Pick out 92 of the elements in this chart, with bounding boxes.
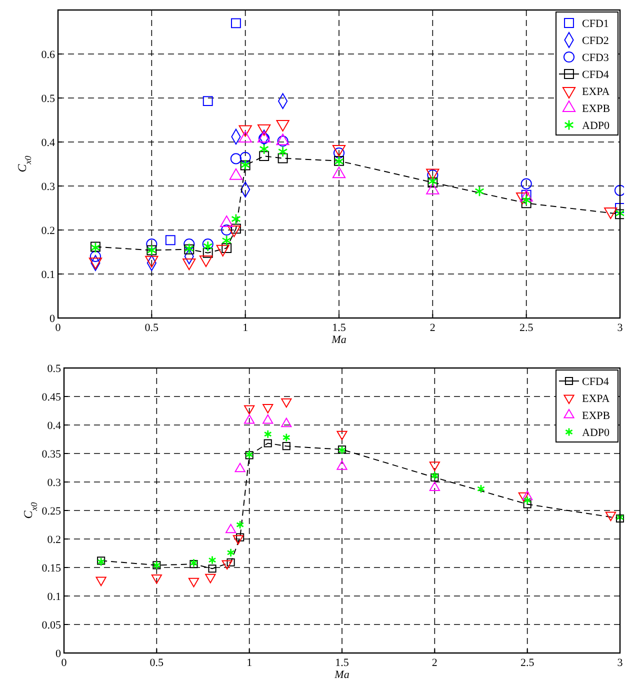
- point: [222, 560, 232, 570]
- point: [226, 548, 235, 558]
- x-tick-label: 2: [432, 657, 438, 669]
- point: [523, 496, 532, 505]
- x-axis-title: Ma: [330, 334, 347, 346]
- point: [282, 433, 290, 442]
- legend-label: CFD1: [582, 18, 609, 30]
- y-tick-label: 0.5: [47, 362, 62, 375]
- x-tick-label: 1: [242, 322, 248, 334]
- point: [474, 186, 484, 197]
- point: [262, 414, 274, 424]
- point: [222, 235, 232, 246]
- point: [202, 248, 213, 258]
- x-tick-label: 1: [246, 657, 252, 669]
- x-tick-label: 1.5: [335, 657, 350, 669]
- point: [240, 152, 251, 163]
- point: [90, 250, 102, 262]
- point: [523, 500, 532, 508]
- point: [244, 414, 255, 424]
- point: [202, 96, 213, 106]
- point: [477, 484, 485, 494]
- point: [614, 184, 624, 196]
- point: [199, 255, 213, 267]
- x-tick-label: 3: [617, 322, 624, 334]
- point: [205, 574, 216, 584]
- y-tick-label: 0.4: [47, 420, 62, 432]
- y-tick-label: 0.5: [41, 92, 56, 105]
- point: [264, 439, 272, 448]
- y-tick-label: 0.25: [42, 505, 62, 518]
- point: [336, 460, 348, 470]
- point: [184, 238, 195, 250]
- point: [278, 146, 288, 158]
- point: [231, 214, 241, 224]
- point: [226, 558, 235, 566]
- point: [282, 442, 290, 450]
- point: [522, 490, 533, 500]
- legend-label: CFD4: [582, 68, 610, 81]
- y-tick-label: 0.2: [41, 224, 55, 237]
- y-tick-label: 0.6: [41, 48, 56, 61]
- point: [429, 482, 440, 491]
- point: [188, 578, 200, 588]
- point: [232, 535, 244, 544]
- y-tick-label: 0.45: [42, 391, 62, 404]
- x-tick-label: 2: [430, 322, 436, 334]
- y-tick-label: 0.3: [41, 180, 56, 193]
- legend-label: EXPA: [582, 392, 610, 405]
- legend-label: ADP0: [582, 120, 610, 132]
- legend-label: EXPA: [582, 86, 610, 98]
- legend-label: EXPB: [582, 410, 610, 422]
- y-tick-label: 0.4: [41, 136, 56, 149]
- point: [521, 194, 532, 206]
- y-tick-label: 0.1: [41, 268, 55, 281]
- point: [281, 418, 292, 428]
- point: [230, 153, 242, 164]
- point: [208, 564, 216, 573]
- x-axis-title: Ma: [334, 669, 350, 681]
- legend-label: ADP0: [582, 426, 610, 439]
- x-tick-label: 2.5: [520, 657, 535, 669]
- y-tick-label: 0.35: [42, 448, 62, 460]
- y-tick-label: 0.2: [47, 534, 61, 546]
- legend-label: EXPB: [582, 102, 610, 115]
- x-tick-label: 0.5: [150, 657, 164, 669]
- point: [236, 520, 244, 530]
- point: [230, 18, 241, 28]
- point: [259, 144, 269, 155]
- point: [208, 556, 216, 565]
- point: [96, 576, 106, 586]
- point: [520, 178, 532, 190]
- x-tick-label: 2.5: [519, 322, 534, 334]
- point: [165, 235, 176, 246]
- point: [221, 224, 232, 236]
- point: [146, 238, 158, 250]
- point: [518, 492, 529, 502]
- y-tick-label: 0.15: [42, 562, 62, 574]
- point: [264, 430, 272, 439]
- x-tick-label: 1.5: [332, 322, 346, 334]
- y-tick-label: 0: [56, 648, 62, 660]
- legend-label: CFD3: [582, 52, 610, 64]
- point: [278, 153, 288, 164]
- y-tick-label: 0.3: [47, 476, 62, 489]
- y-tick-label: 0: [50, 312, 56, 325]
- x-tick-label: 3: [617, 657, 624, 669]
- point: [236, 533, 244, 542]
- point: [605, 512, 616, 522]
- legend-label: CFD4: [582, 376, 610, 388]
- y-tick-label: 0.1: [47, 590, 61, 603]
- point: [234, 462, 246, 472]
- legend-label: CFD2: [582, 34, 609, 47]
- y-tick-label: 0.05: [42, 619, 62, 632]
- point: [151, 574, 162, 584]
- x-tick-label: 0.5: [144, 322, 160, 334]
- point: [259, 151, 270, 162]
